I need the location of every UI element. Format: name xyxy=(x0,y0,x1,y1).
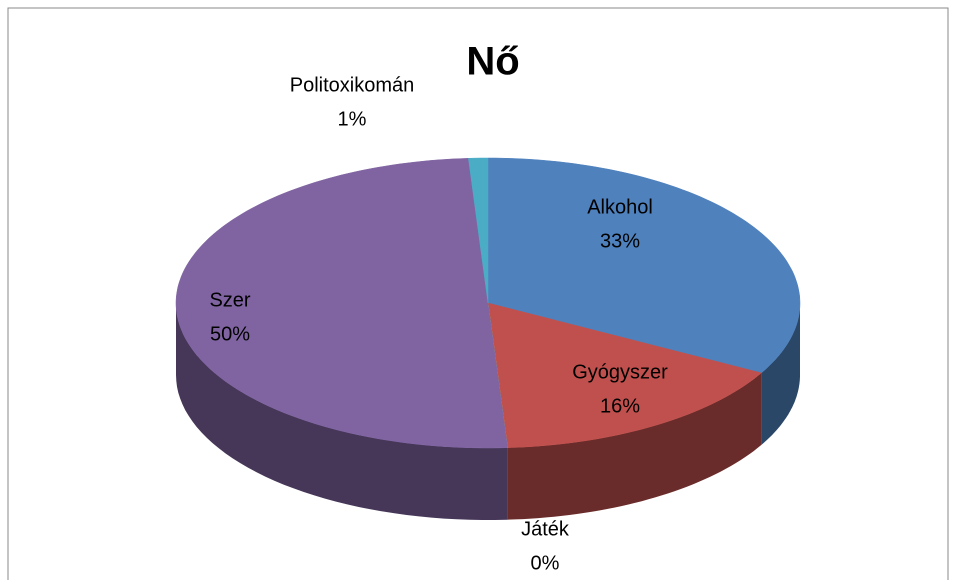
slice-side xyxy=(761,303,800,445)
slice xyxy=(487,302,762,448)
slice-value-label: 1% xyxy=(338,108,367,130)
slice-value-label: 0% xyxy=(531,552,560,574)
slice-value-label: 33% xyxy=(600,230,640,252)
slice-value-label: 16% xyxy=(600,395,640,417)
slice-side xyxy=(176,303,508,520)
slice xyxy=(175,158,508,449)
slice-label: Játék xyxy=(521,518,570,540)
slice-label: Politoxikomán xyxy=(290,74,415,96)
slice-side xyxy=(507,372,762,520)
slice-label: Szer xyxy=(209,289,250,311)
slice xyxy=(487,157,801,374)
slice xyxy=(468,157,489,304)
slice-label: Gyógyszer xyxy=(572,361,668,383)
slice-value-label: 50% xyxy=(210,323,250,345)
chart-title: Nő xyxy=(466,40,519,84)
slice-label: Alkohol xyxy=(587,196,653,218)
